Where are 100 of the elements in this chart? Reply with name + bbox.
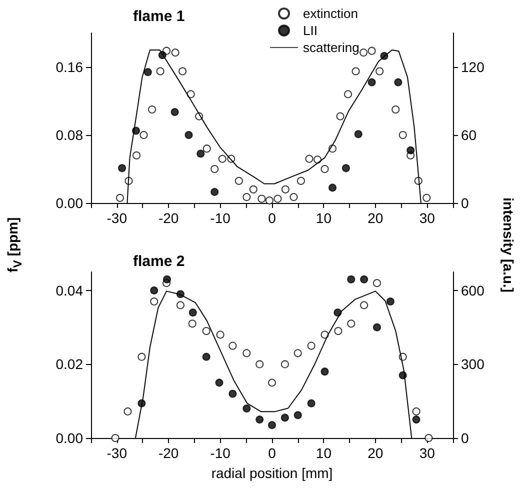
point	[118, 164, 126, 172]
point	[218, 154, 226, 163]
point	[406, 146, 415, 154]
x-tick-label: -20	[158, 445, 179, 461]
point	[140, 131, 148, 139]
point	[150, 298, 158, 306]
point	[412, 407, 420, 416]
point	[314, 156, 322, 164]
point	[368, 46, 376, 55]
x-tick-label: 10	[316, 210, 332, 226]
point	[344, 90, 352, 98]
point	[116, 194, 124, 202]
x-tick-label: 20	[368, 210, 384, 226]
point	[202, 144, 211, 153]
point	[290, 193, 298, 202]
x-tick-label: 30	[419, 445, 436, 461]
point	[196, 150, 205, 158]
point	[170, 108, 179, 116]
point	[242, 193, 251, 202]
point	[111, 434, 120, 442]
x-tick-label: 0	[268, 445, 276, 461]
point	[296, 176, 305, 185]
point	[148, 106, 156, 114]
point	[188, 320, 196, 328]
x-tick-label: 20	[368, 445, 384, 461]
point	[132, 151, 141, 160]
legend-label: extinction	[303, 6, 358, 21]
point	[144, 68, 152, 76]
y-tick-label: 0.00	[56, 430, 84, 446]
point	[242, 404, 251, 412]
x-tick-label: 30	[419, 210, 436, 226]
x-tick-label: -10	[210, 445, 231, 461]
y2-tick-label: 600	[461, 282, 485, 298]
y2-tick-label: 0	[461, 195, 469, 211]
x-tick-label: 0	[268, 210, 276, 226]
point	[249, 185, 258, 194]
point	[281, 185, 290, 194]
point	[256, 360, 264, 368]
point	[234, 176, 243, 185]
point	[360, 48, 368, 57]
y2-tick-label: 0	[461, 430, 469, 446]
y-tick-label: 0.04	[56, 282, 84, 298]
point	[305, 154, 314, 163]
point	[163, 275, 172, 284]
point	[372, 279, 381, 288]
point	[347, 275, 356, 284]
point	[242, 349, 251, 358]
chart-title: flame 1	[133, 8, 185, 25]
legend-label: LII	[303, 23, 318, 38]
point	[328, 184, 337, 192]
point	[258, 194, 266, 203]
point	[294, 349, 302, 358]
point	[422, 194, 431, 202]
point	[268, 421, 276, 430]
point	[274, 194, 282, 203]
point	[228, 342, 237, 350]
point	[412, 416, 420, 424]
point	[342, 164, 350, 172]
point	[178, 67, 187, 76]
point	[392, 106, 400, 114]
y-tick-label: 0.02	[56, 356, 84, 372]
point	[320, 165, 329, 173]
x-tick-label: -30	[106, 210, 128, 226]
point	[210, 165, 219, 173]
point	[424, 434, 433, 442]
x-tick-label: -30	[106, 445, 128, 461]
point	[334, 308, 342, 317]
y2-tick-label: 300	[461, 356, 485, 372]
point	[347, 320, 356, 328]
point	[268, 378, 276, 387]
point	[188, 308, 197, 317]
point	[202, 327, 210, 336]
point	[398, 131, 407, 139]
point	[294, 411, 302, 420]
point	[336, 112, 344, 120]
point	[280, 414, 289, 422]
point	[354, 130, 362, 138]
point	[352, 67, 360, 76]
point	[265, 196, 274, 204]
point	[210, 188, 219, 196]
point	[368, 78, 376, 86]
y-tick-label: 0.08	[56, 127, 84, 143]
point	[334, 327, 342, 336]
point	[156, 67, 164, 76]
point	[320, 368, 329, 376]
point	[394, 78, 402, 86]
y2-axis-title: intensity [a.u.]	[500, 198, 516, 292]
point	[386, 298, 394, 306]
point	[186, 90, 195, 98]
x-tick-label: -10	[210, 210, 231, 226]
x-tick-label: -20	[158, 210, 179, 226]
point	[280, 360, 289, 368]
point	[256, 416, 264, 424]
point	[202, 352, 210, 361]
point	[307, 342, 316, 350]
point	[124, 407, 132, 416]
x-axis-title: radial position [mm]	[211, 465, 333, 481]
point	[307, 399, 316, 408]
point	[216, 330, 224, 339]
point	[150, 286, 158, 294]
